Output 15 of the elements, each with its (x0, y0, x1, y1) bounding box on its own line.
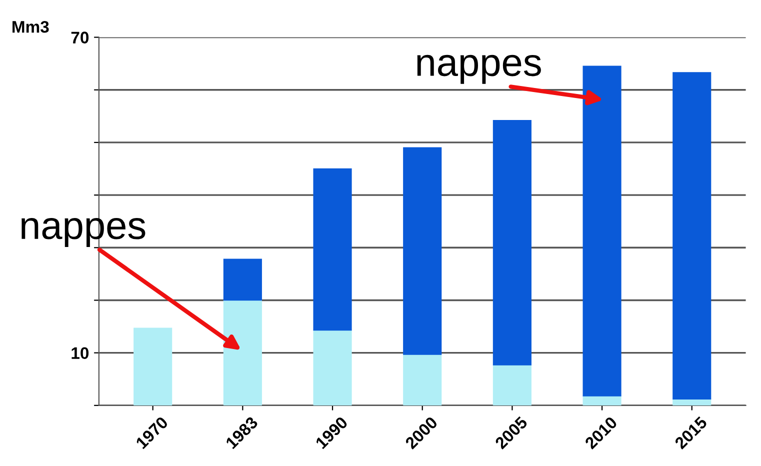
bar (403, 147, 442, 355)
bar (582, 66, 622, 396)
bar (134, 328, 172, 406)
y-axis-title: Mm3 (12, 20, 49, 33)
bar (223, 258, 262, 301)
y-tick-label: 10 (72, 347, 89, 360)
bar (313, 330, 352, 406)
annotation: nappes (417, 54, 541, 84)
bar (492, 364, 532, 406)
bar (403, 354, 442, 406)
bar (223, 300, 262, 406)
bar (672, 72, 712, 400)
bar (492, 120, 532, 366)
bar (313, 168, 352, 331)
y-tick-label: 70 (71, 32, 89, 44)
